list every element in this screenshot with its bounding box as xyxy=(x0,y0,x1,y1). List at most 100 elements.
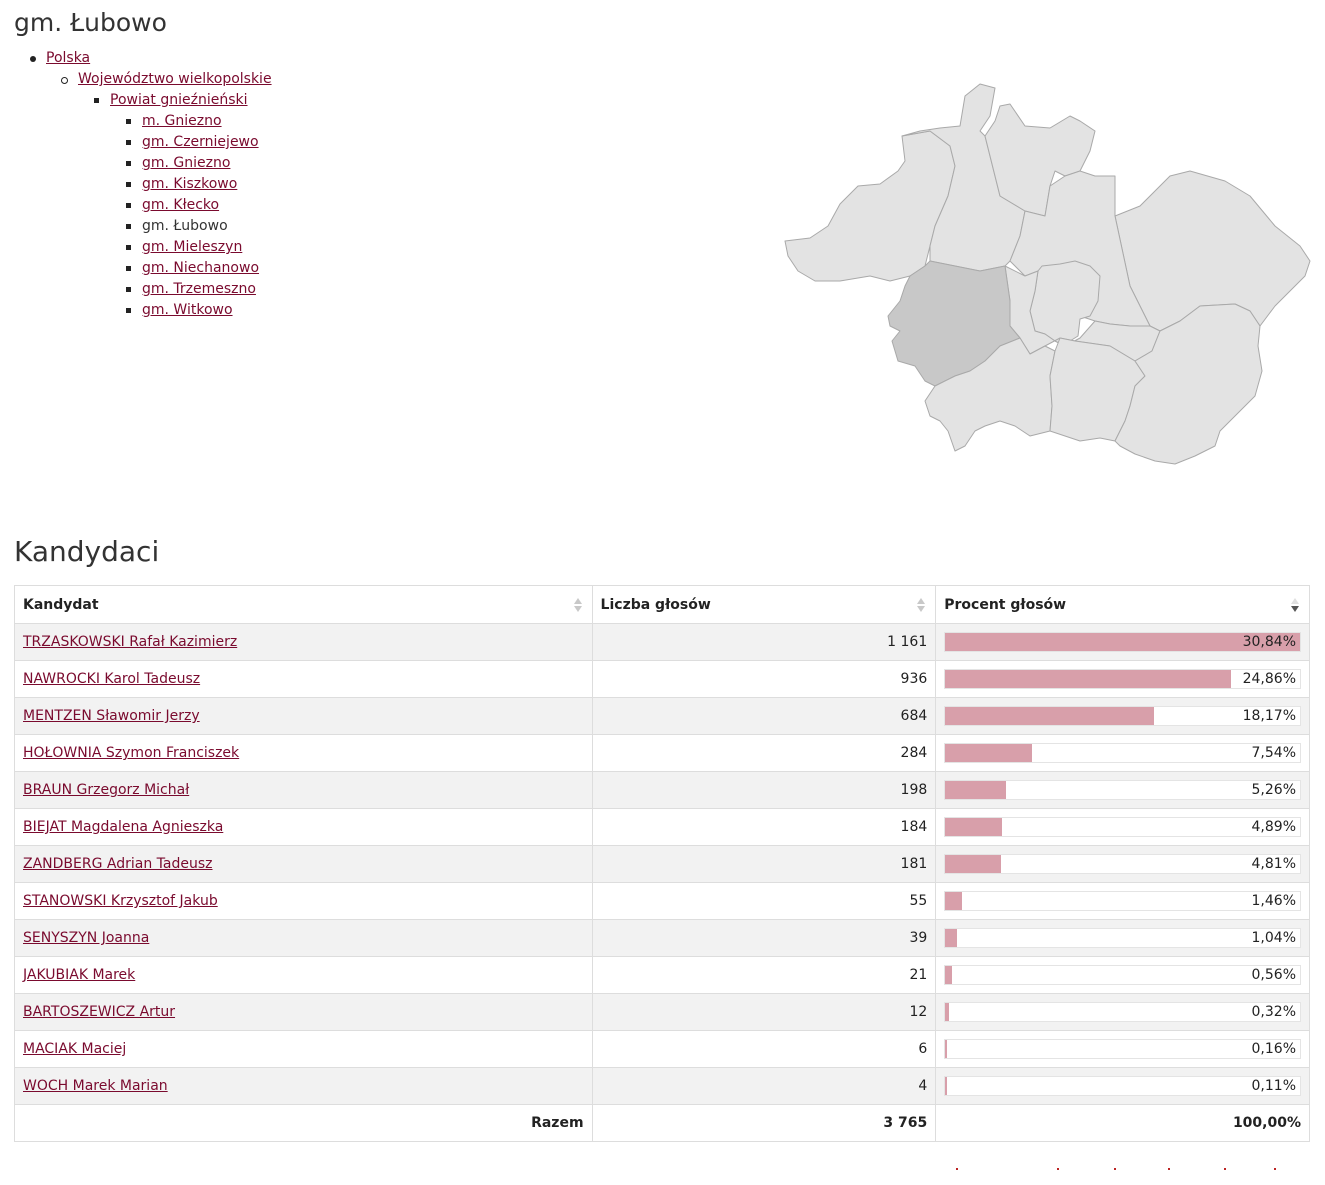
cell-votes: 21 xyxy=(591,956,937,994)
header-percent[interactable]: Procent głosów xyxy=(935,585,1310,624)
map-region-southeast[interactable] xyxy=(1114,303,1263,465)
table-row: BARTOSZEWICZ Artur 12 0,32% xyxy=(14,993,1310,1031)
cell-percent: 5,26% xyxy=(935,771,1310,809)
commune-link[interactable]: gm. Mieleszyn xyxy=(142,239,243,255)
bullet-square-icon xyxy=(126,161,131,166)
cell-candidate: MENTZEN Sławomir Jerzy xyxy=(14,697,593,735)
percent-bar: 18,17% xyxy=(944,706,1301,726)
table-header-row: Kandydat Liczba głosów Procent głosów xyxy=(14,585,1310,624)
sort-descending-icon[interactable] xyxy=(1291,598,1299,614)
percent-value: 0,32% xyxy=(1251,1004,1296,1020)
cell-votes: 198 xyxy=(591,771,937,809)
percent-value: 7,54% xyxy=(1251,745,1296,761)
table-row: JAKUBIAK Marek 21 0,56% xyxy=(14,956,1310,994)
bullet-square-icon xyxy=(126,119,131,124)
percent-bar-fill xyxy=(945,633,1300,651)
percent-bar: 30,84% xyxy=(944,632,1301,652)
table-row: SENYSZYN Joanna 39 1,04% xyxy=(14,919,1310,957)
commune-link[interactable]: gm. Kiszkowo xyxy=(142,176,238,192)
cell-votes: 684 xyxy=(591,697,937,735)
cell-votes: 936 xyxy=(591,660,937,698)
breadcrumb-link-country[interactable]: Polska xyxy=(46,50,91,66)
candidate-link[interactable]: BIEJAT Magdalena Agnieszka xyxy=(23,819,224,835)
candidate-link[interactable]: JAKUBIAK Marek xyxy=(23,967,136,983)
breadcrumb-link-voivodeship[interactable]: Województwo wielkopolskie xyxy=(78,71,272,87)
candidate-link[interactable]: ZANDBERG Adrian Tadeusz xyxy=(23,856,213,872)
candidate-link[interactable]: BRAUN Grzegorz Michał xyxy=(23,782,190,798)
cell-candidate: MACIAK Maciej xyxy=(14,1030,593,1068)
percent-bar-fill xyxy=(945,744,1032,762)
footer-decoration xyxy=(0,1168,1325,1178)
map-region-trzemeszno[interactable] xyxy=(924,337,1056,452)
breadcrumb-link-county[interactable]: Powiat gnieźnieński xyxy=(110,92,248,108)
percent-bar-fill xyxy=(945,818,1002,836)
cell-percent: 1,46% xyxy=(935,882,1310,920)
cell-candidate: ZANDBERG Adrian Tadeusz xyxy=(14,845,593,883)
candidate-link[interactable]: SENYSZYN Joanna xyxy=(23,930,150,946)
cell-candidate: BIEJAT Magdalena Agnieszka xyxy=(14,808,593,846)
results-table: Kandydat Liczba głosów Procent głosów TR… xyxy=(14,585,1310,1142)
commune-item: gm. Trzemeszno xyxy=(0,279,272,300)
percent-bar: 4,89% xyxy=(944,817,1301,837)
cell-percent: 0,56% xyxy=(935,956,1310,994)
cell-candidate: HOŁOWNIA Szymon Franciszek xyxy=(14,734,593,772)
cell-candidate: BARTOSZEWICZ Artur xyxy=(14,993,593,1031)
cell-candidate: STANOWSKI Krzysztof Jakub xyxy=(14,882,593,920)
table-row: WOCH Marek Marian 4 0,11% xyxy=(14,1067,1310,1105)
candidate-link[interactable]: MENTZEN Sławomir Jerzy xyxy=(23,708,200,724)
commune-link[interactable]: gm. Witkowo xyxy=(142,302,233,318)
table-row: MENTZEN Sławomir Jerzy 684 18,17% xyxy=(14,697,1310,735)
percent-bar-fill xyxy=(945,670,1232,688)
breadcrumb: Polska Województwo wielkopolskie Powiat … xyxy=(0,48,272,321)
table-row: HOŁOWNIA Szymon Franciszek 284 7,54% xyxy=(14,734,1310,772)
cell-votes: 284 xyxy=(591,734,937,772)
breadcrumb-item-country: Polska xyxy=(0,48,272,69)
candidate-link[interactable]: STANOWSKI Krzysztof Jakub xyxy=(23,893,218,909)
commune-link[interactable]: gm. Trzemeszno xyxy=(142,281,256,297)
cell-candidate: TRZASKOWSKI Rafał Kazimierz xyxy=(14,623,593,661)
table-body: TRZASKOWSKI Rafał Kazimierz 1 161 30,84% NA… xyxy=(14,623,1310,1105)
percent-bar: 0,32% xyxy=(944,1002,1301,1022)
percent-bar-fill xyxy=(945,1077,947,1095)
footer-votes: 3 765 xyxy=(591,1104,937,1142)
header-candidate[interactable]: Kandydat xyxy=(14,585,593,624)
commune-link[interactable]: gm. Niechanowo xyxy=(142,260,260,276)
cell-percent: 1,04% xyxy=(935,919,1310,957)
candidate-link[interactable]: WOCH Marek Marian xyxy=(23,1078,168,1094)
cell-votes: 4 xyxy=(591,1067,937,1105)
cell-candidate: WOCH Marek Marian xyxy=(14,1067,593,1105)
header-votes[interactable]: Liczba głosów xyxy=(591,585,937,624)
cell-candidate: NAWROCKI Karol Tadeusz xyxy=(14,660,593,698)
commune-link[interactable]: gm. Kłecko xyxy=(142,197,220,213)
commune-link[interactable]: gm. Gniezno xyxy=(142,155,231,171)
table-row: NAWROCKI Karol Tadeusz 936 24,86% xyxy=(14,660,1310,698)
candidate-link[interactable]: TRZASKOWSKI Rafał Kazimierz xyxy=(23,634,238,650)
percent-value: 18,17% xyxy=(1242,708,1296,724)
header-percent-label: Procent głosów xyxy=(944,596,1067,613)
commune-item: gm. Niechanowo xyxy=(0,258,272,279)
commune-item: gm. Witkowo xyxy=(0,300,272,321)
bullet-circle-icon xyxy=(61,77,68,84)
commune-link[interactable]: gm. Czerniejewo xyxy=(142,134,259,150)
candidate-link[interactable]: BARTOSZEWICZ Artur xyxy=(23,1004,176,1020)
cell-candidate: SENYSZYN Joanna xyxy=(14,919,593,957)
percent-bar: 4,81% xyxy=(944,854,1301,874)
bullet-square-icon xyxy=(126,245,131,250)
cell-percent: 30,84% xyxy=(935,623,1310,661)
commune-link[interactable]: m. Gniezno xyxy=(142,113,222,129)
candidate-link[interactable]: NAWROCKI Karol Tadeusz xyxy=(23,671,201,687)
sort-icon[interactable] xyxy=(917,598,926,614)
percent-value: 0,11% xyxy=(1251,1078,1296,1094)
cell-votes: 12 xyxy=(591,993,937,1031)
table-footer-row: Razem 3 765 100,00% xyxy=(14,1104,1310,1142)
county-map xyxy=(784,83,1311,465)
candidate-link[interactable]: MACIAK Maciej xyxy=(23,1041,127,1057)
bullet-square-icon xyxy=(126,287,131,292)
sort-icon[interactable] xyxy=(573,598,582,614)
section-title-candidates: Kandydaci xyxy=(14,535,160,568)
percent-value: 24,86% xyxy=(1242,671,1296,687)
table-row: MACIAK Maciej 6 0,16% xyxy=(14,1030,1310,1068)
table-row: ZANDBERG Adrian Tadeusz 181 4,81% xyxy=(14,845,1310,883)
cell-votes: 1 161 xyxy=(591,623,937,661)
candidate-link[interactable]: HOŁOWNIA Szymon Franciszek xyxy=(23,745,240,761)
